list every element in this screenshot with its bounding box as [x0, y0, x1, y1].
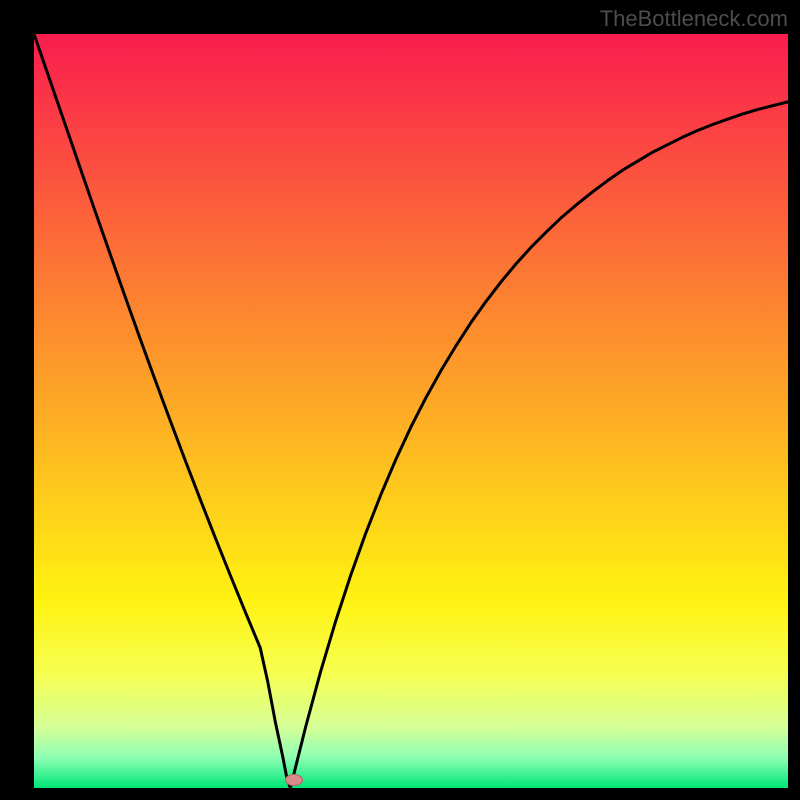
chart-curve-path: [34, 34, 788, 788]
watermark-text: TheBottleneck.com: [600, 6, 788, 32]
chart-curve-svg: [34, 34, 788, 788]
chart-minimum-marker: [285, 774, 303, 786]
chart-plot-area: [34, 34, 788, 788]
